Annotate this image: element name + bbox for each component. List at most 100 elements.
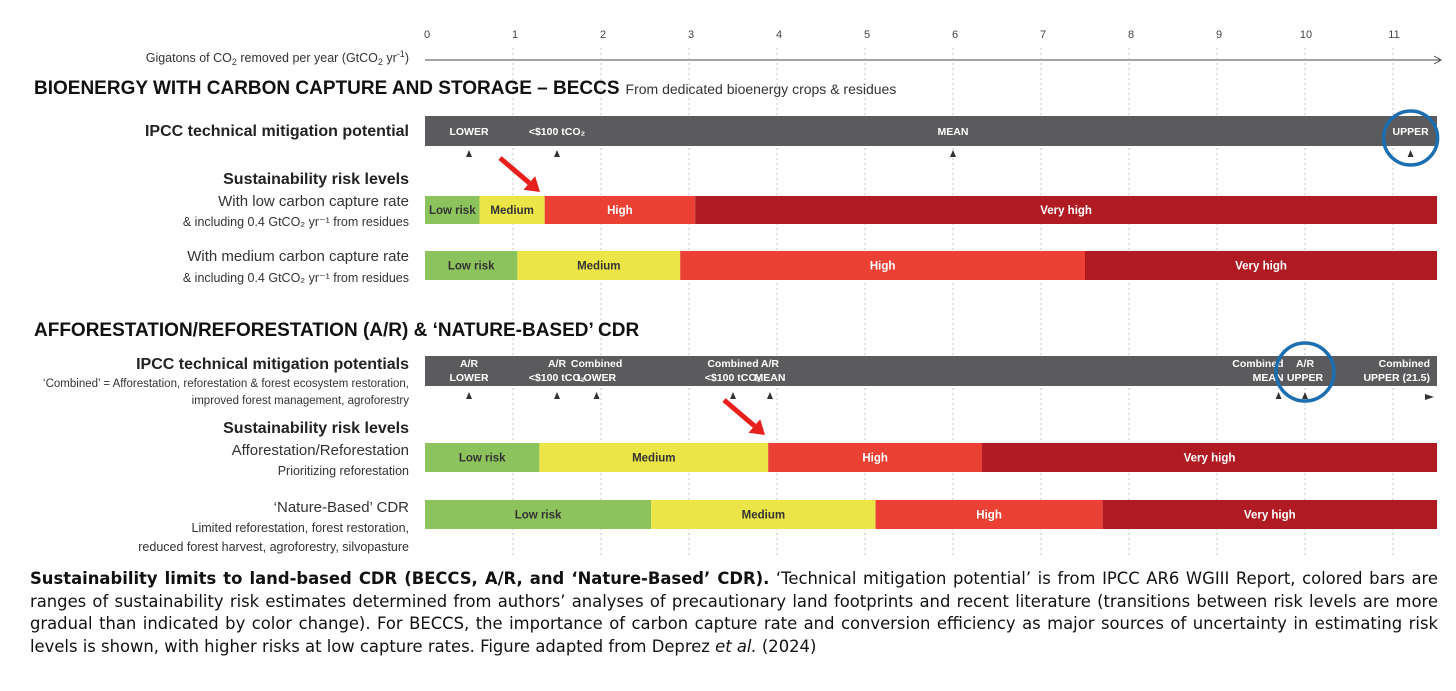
beccs-ipcc-label: IPCC technical mitigation potential [145,123,409,140]
beccs-medium-capture-segment-low [425,251,518,280]
ar-row2-label: ‘Nature-Based’ CDR [274,499,409,516]
nature-based-cdr-segment-low [425,500,652,529]
ar-ipcc-marker-label: A/R [761,358,780,370]
beccs-low-capture-segment-label: High [607,205,633,217]
x-axis-label: Gigatons of CO2 removed per year (GtCO2 … [146,49,409,67]
x-tick-label: 0 [424,29,430,41]
ar-ipcc-marker [554,392,560,399]
ar-ipcc-marker-label: UPPER (21.5) [1363,372,1430,384]
x-tick-label: 6 [952,29,958,41]
ar-ipcc-marker [1302,392,1308,399]
beccs-ipcc-marker [554,150,560,157]
chart-overlays [498,109,1440,435]
ar-ipcc-marker-label: Combined [707,358,758,370]
beccs-low-capture-segment-label: Low risk [429,205,476,217]
caption-bold: Sustainability limits to land-based CDR … [30,569,770,588]
ar-ipcc-marker [766,392,773,399]
ar-reforestation-segment-label: Very high [1184,453,1236,465]
ar-ipcc-marker-label: Combined [571,358,622,370]
ar-reforestation-segment-label: High [862,453,888,465]
beccs-ipcc-marker [466,150,472,157]
beccs-medium-capture-segment-veryhigh [1085,251,1437,280]
nature-based-cdr-segment-label: Low risk [515,510,562,522]
ar-risk-heading: Sustainability risk levels [223,420,409,437]
beccs-row2-sublabel: & including 0.4 GtCO₂ yr⁻¹ from residues [183,271,409,285]
beccs-low-capture-segment-low [425,196,480,224]
beccs-ipcc-marker [950,150,956,157]
ar-ipcc-marker-label: A/R [460,358,479,370]
beccs-medium-capture-segment-label: High [870,261,896,273]
ar-ipcc-label: IPCC technical mitigation potentials [136,356,409,373]
ar-ipcc-marker [593,392,600,399]
ar-red-arrow [722,398,765,435]
nature-based-cdr-segment-label: Medium [742,510,785,522]
ar-ipcc-marker-label: Combined [1379,358,1430,370]
x-tick-label: 10 [1300,29,1312,41]
beccs-ipcc-marker-label: <$100 tCO₂ [529,126,586,138]
x-tick-label: 4 [776,29,782,41]
beccs-medium-capture-segment-high [680,251,1085,280]
ar-ipcc-marker [1275,392,1282,399]
x-tick-label: 7 [1040,29,1046,41]
ar-row1-label: Afforestation/Reforestation [232,442,409,459]
beccs-ipcc-marker-label: UPPER [1393,126,1430,138]
beccs-ipcc-marker-label: MEAN [938,126,969,138]
beccs-risk-heading: Sustainability risk levels [223,171,409,188]
x-tick-label: 2 [600,29,606,41]
ar-ipcc-marker-label: LOWER [449,372,488,384]
beccs-medium-capture-segment-medium [517,251,681,280]
ar-ipcc-marker-label: <$100 tCO₂ [529,372,586,384]
beccs-low-capture-segment-medium [479,196,545,224]
ar-reforestation-segment-low [425,443,540,472]
ar-ipcc-marker-label: <$100 tCO₂ [705,372,762,384]
ar-row2-sublabel: Limited reforestation, forest restoratio… [192,521,409,535]
beccs-low-capture-segment-veryhigh [695,196,1437,224]
x-tick-label: 9 [1216,29,1222,41]
beccs-low-capture-segment-high [544,196,696,224]
beccs-red-arrow [498,156,540,192]
beccs-ipcc-marker [1407,150,1414,157]
ar-ipcc-marker-label: LOWER [577,372,616,384]
nature-based-cdr-segment-label: High [976,510,1002,522]
ar-ipcc-marker-label: Combined [1232,358,1283,370]
ar-reforestation-segment-label: Medium [632,453,675,465]
caption-text1: ‘Technical mitigation potential’ is from… [30,569,1438,656]
beccs-subtitle: From dedicated bioenergy crops & residue… [626,81,897,97]
ar-ipcc-marker [466,392,472,399]
figure-caption: Sustainability limits to land-based CDR … [30,568,1438,658]
ar-ipcc-marker-label: UPPER [1287,372,1324,384]
ar-ipcc-note2: improved forest management, agroforestry [192,395,410,407]
beccs-low-capture-segment-label: Medium [490,205,533,217]
x-tick-label: 8 [1128,29,1134,41]
x-tick-label: 5 [864,29,870,41]
ar-reforestation-segment-medium [539,443,769,472]
ar-ipcc-note1: ‘Combined’ = Afforestation, reforestatio… [43,378,409,390]
beccs-row1-sublabel: & including 0.4 GtCO₂ yr⁻¹ from residues [183,215,409,229]
x-tick-label: 1 [512,29,518,41]
ar-reforestation-segment-high [768,443,983,472]
nature-based-cdr-segment-high [875,500,1103,529]
beccs-row1-label: With low carbon capture rate [218,193,409,210]
beccs-upper-highlight-circle [1381,109,1440,167]
nature-based-cdr-segment-medium [651,500,876,529]
chart-bars: LOWER <$100 tCO₂ MEAN UPPERA/RLOWERA/R<$100… [425,116,1437,529]
ar-ipcc-marker-label: A/R [548,358,567,370]
ar-reforestation-segment-veryhigh [982,443,1437,472]
nature-based-cdr-segment-label: Very high [1244,510,1296,522]
ar-ipcc-marker-label: A/R [1296,358,1315,370]
ar-ipcc-offscale-arrow [1425,394,1434,400]
beccs-ipcc-marker-label: LOWER [449,126,488,138]
ar-title: AFFORESTATION/REFORESTATION (A/R) & ‘NAT… [34,320,639,341]
ar-row2-sublabel2: reduced forest harvest, agroforestry, si… [138,540,409,554]
beccs-row2-label: With medium carbon capture rate [187,248,409,265]
ar-upper-highlight-circle [1274,341,1336,403]
x-tick-label: 11 [1388,29,1399,41]
ar-ipcc-marker [730,392,736,399]
cdr-sustainability-chart: Gigatons of CO2 removed per year (GtCO2 … [34,29,1443,557]
nature-based-cdr-segment-veryhigh [1102,500,1437,529]
beccs-ipcc-bar [425,116,1437,146]
ar-row1-sublabel: Prioritizing reforestation [278,464,409,478]
beccs-medium-capture-segment-label: Medium [577,261,620,273]
beccs-title: BIOENERGY WITH CARBON CAPTURE AND STORAG… [34,78,620,99]
ar-ipcc-marker-label: MEAN [754,372,785,384]
